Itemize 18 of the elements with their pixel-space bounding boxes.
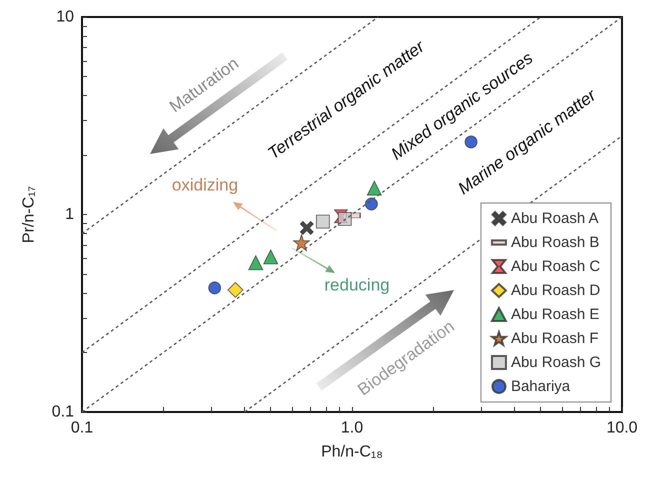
- legend-label: Abu Roash A: [510, 210, 599, 227]
- legend-label: Abu Roash F: [510, 330, 598, 347]
- y-axis-title: Pr/n-C₁₇: [20, 186, 38, 244]
- y-tick-label: 1: [65, 206, 74, 223]
- x-tick-label: 0.1: [70, 420, 94, 436]
- legend-label: Bahariya: [510, 378, 571, 395]
- x-axis-title: Ph/n-C₁₈: [321, 444, 383, 460]
- legend-label: Abu Roash C: [510, 258, 600, 275]
- annotation: oxidizing: [172, 176, 238, 194]
- y-tick-label: 10: [56, 8, 74, 26]
- annotation: reducing: [324, 276, 390, 294]
- legend-label: Abu Roash B: [510, 234, 600, 251]
- legend-label: Abu Roash G: [510, 354, 602, 371]
- legend-label: Abu Roash E: [510, 306, 600, 323]
- x-tick-label: 10.0: [606, 420, 638, 436]
- x-tick-label: 1.0: [340, 420, 364, 436]
- legend-label: Abu Roash D: [510, 282, 600, 299]
- y-tick-label: 0.1: [52, 404, 74, 420]
